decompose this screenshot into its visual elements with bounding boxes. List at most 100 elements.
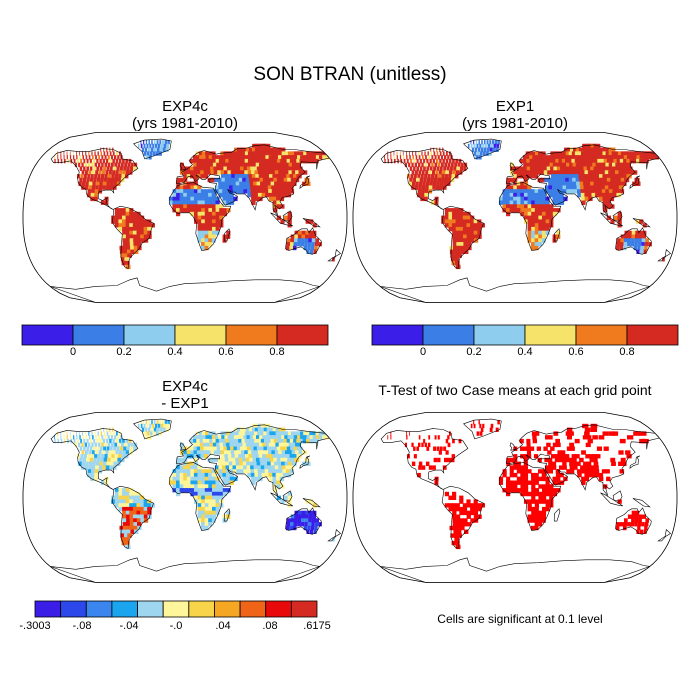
grid-cell <box>296 158 303 164</box>
grid-cell <box>186 208 191 213</box>
grid-cell <box>260 151 266 156</box>
grid-cell <box>293 454 299 459</box>
grid-cell <box>608 189 614 194</box>
grid-cell <box>399 155 402 160</box>
grid-cell <box>122 208 127 213</box>
grid-cell <box>151 140 153 145</box>
grid-cell <box>452 223 457 228</box>
grid-cell <box>179 476 184 482</box>
grid-cell <box>149 143 152 149</box>
grid-cell <box>96 158 99 164</box>
grid-cell <box>593 151 600 156</box>
grid-cell <box>309 158 316 164</box>
coastline-britain <box>509 442 517 451</box>
grid-cell <box>551 177 556 183</box>
grid-cell <box>122 510 127 516</box>
grid-cell <box>122 522 128 527</box>
grid-cell <box>426 446 430 451</box>
grid-cell <box>156 147 160 152</box>
grid-cell <box>263 151 270 156</box>
grid-cell <box>143 431 147 436</box>
grid-cell <box>298 230 302 236</box>
grid-cell <box>257 469 263 474</box>
grid-cell <box>638 514 643 519</box>
grid-cell <box>542 499 547 504</box>
grid-cell <box>612 192 618 198</box>
grid-cell <box>413 166 416 171</box>
grid-cell <box>635 514 639 519</box>
grid-cell <box>429 181 433 186</box>
grid-cell <box>536 158 541 164</box>
grid-cell <box>211 457 216 463</box>
grid-cell <box>623 158 629 164</box>
grid-cell <box>201 211 206 217</box>
grid-cell <box>183 208 188 213</box>
grid-cell <box>251 480 256 485</box>
grid-cell <box>584 196 589 202</box>
grid-cell <box>623 245 627 251</box>
grid-cell <box>129 215 134 220</box>
grid-cell <box>526 450 531 455</box>
grid-cell <box>453 529 458 534</box>
grid-cell <box>132 215 137 220</box>
grid-cell <box>290 177 296 183</box>
grid-cell <box>214 185 220 190</box>
grid-cell <box>227 454 233 459</box>
grid-cell <box>264 450 270 455</box>
grid-cell <box>642 438 649 444</box>
grid-cell <box>126 525 131 531</box>
grid-cell <box>230 170 236 175</box>
grid-cell <box>264 438 270 444</box>
grid-cell <box>545 484 550 489</box>
grid-cell <box>428 465 433 470</box>
grid-cell <box>509 196 514 202</box>
grid-cell <box>111 174 115 179</box>
grid-cell <box>232 151 238 156</box>
grid-cell <box>584 158 590 164</box>
grid-cell <box>276 200 281 205</box>
grid-cell <box>502 192 507 198</box>
grid-cell <box>122 514 127 519</box>
grid-cell <box>537 170 542 175</box>
grid-cell <box>286 446 293 451</box>
grid-cell <box>93 166 96 171</box>
grid-cell <box>538 215 543 220</box>
grid-cell <box>230 450 236 455</box>
grid-cell <box>145 155 149 160</box>
grid-cell <box>222 469 227 474</box>
grid-cell <box>212 211 217 217</box>
grid-cell <box>235 461 241 466</box>
grid-cell <box>200 166 205 171</box>
grid-cell <box>541 484 547 489</box>
grid-cell <box>416 158 419 164</box>
grid-cell <box>390 158 393 164</box>
grid-cell <box>235 151 241 156</box>
grid-cell <box>485 143 488 149</box>
grid-cell <box>204 510 209 516</box>
grid-cell <box>122 503 127 508</box>
grid-cell <box>428 155 431 160</box>
grid-cell <box>231 457 237 463</box>
grid-cell <box>581 170 586 175</box>
grid-cell <box>542 488 547 493</box>
grid-cell <box>253 181 258 186</box>
grid-cell <box>409 151 410 156</box>
grid-cell <box>583 465 589 470</box>
grid-cell <box>442 158 445 164</box>
grid-cell <box>101 162 104 168</box>
grid-cell <box>531 242 536 247</box>
grid-cell <box>634 518 639 523</box>
grid-cell <box>606 196 611 202</box>
grid-cell <box>453 245 458 251</box>
grid-cell <box>236 162 241 168</box>
grid-cell <box>600 181 606 186</box>
grid-cell <box>455 514 461 519</box>
grid-cell <box>259 442 265 448</box>
grid-cell <box>545 226 550 232</box>
grid-cell <box>202 438 207 444</box>
grid-cell <box>200 525 205 531</box>
grid-cell <box>194 491 199 497</box>
grid-cell <box>520 196 525 202</box>
grid-cell <box>201 476 206 482</box>
grid-cell <box>224 177 230 183</box>
